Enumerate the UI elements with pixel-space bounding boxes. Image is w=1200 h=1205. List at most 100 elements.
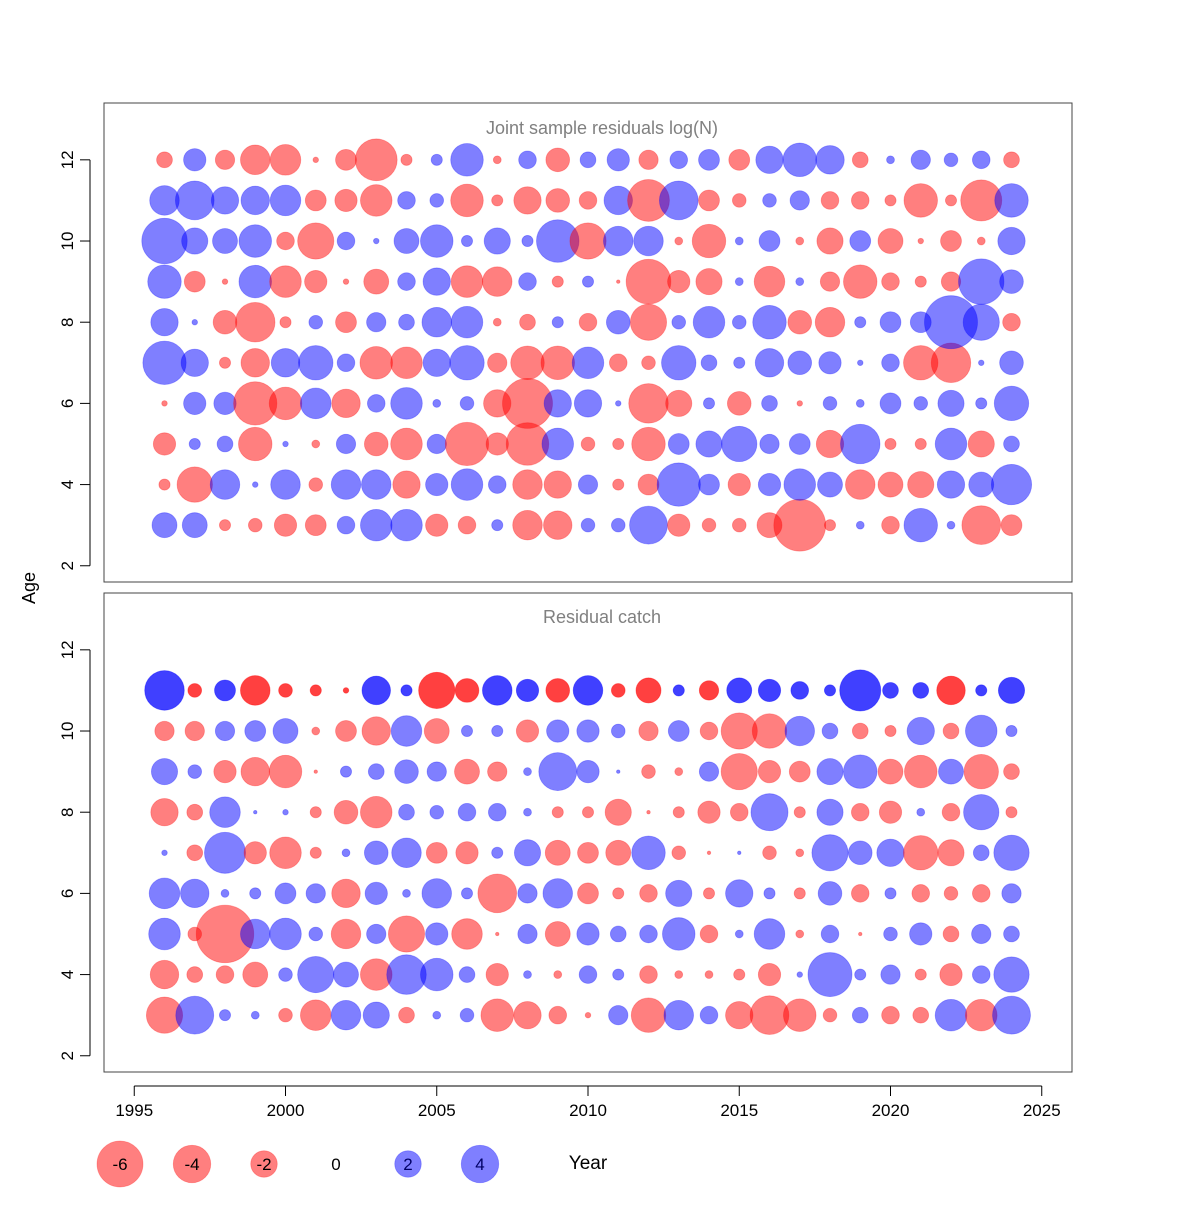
- bubble: [667, 433, 690, 455]
- bubble: [359, 346, 393, 380]
- bubble: [578, 191, 598, 210]
- bubble: [183, 391, 207, 415]
- bubble: [488, 802, 507, 822]
- bubble: [815, 145, 845, 175]
- bubble: [510, 345, 545, 380]
- bubble: [881, 272, 900, 291]
- bubble: [972, 150, 991, 170]
- bubble: [540, 345, 575, 380]
- bubble: [1005, 725, 1018, 738]
- bubble: [822, 396, 838, 411]
- bubble: [674, 236, 684, 246]
- bubble: [214, 720, 236, 742]
- bubble: [667, 513, 691, 537]
- bubble: [663, 999, 694, 1031]
- bubble: [820, 924, 840, 944]
- bubble: [482, 266, 513, 297]
- legend-bubble: [250, 1150, 278, 1178]
- bubble: [576, 760, 600, 784]
- legend-label: -6: [112, 1155, 127, 1174]
- bubble: [963, 794, 1000, 831]
- bubble: [725, 879, 754, 908]
- y-tick-label: 12: [58, 640, 77, 659]
- bubble: [704, 970, 714, 979]
- bubble: [572, 675, 604, 706]
- bubble: [603, 225, 634, 257]
- y-tick-label: 6: [58, 889, 77, 898]
- bubble: [174, 180, 215, 221]
- bubble: [390, 508, 423, 542]
- bubble: [331, 388, 361, 419]
- bubble: [759, 433, 780, 455]
- legend-bubble: [394, 1150, 422, 1178]
- bubble: [662, 917, 696, 951]
- y-axis-bottom: 2 4 6 8 10 12: [58, 640, 91, 1060]
- bubble: [646, 810, 651, 815]
- bubble: [878, 800, 903, 824]
- bubble: [811, 834, 849, 872]
- bubble: [219, 519, 231, 532]
- bubble: [491, 846, 504, 859]
- bubble: [390, 427, 423, 461]
- panel-joint-sample-residuals: Joint sample residuals log(N) 2 4 6 8 10 12: [58, 102, 1073, 583]
- bubble: [188, 437, 201, 450]
- bubble: [612, 437, 625, 450]
- bubble: [672, 806, 685, 819]
- bubble: [732, 193, 747, 208]
- bubble: [461, 725, 473, 738]
- bubble: [450, 265, 484, 298]
- bubble: [879, 311, 902, 334]
- bubble: [757, 962, 782, 987]
- bubble: [819, 271, 841, 292]
- bubble: [340, 765, 352, 778]
- bubble: [240, 675, 271, 706]
- bubble: [477, 873, 518, 914]
- bubble: [820, 191, 840, 210]
- legend-bubble: [96, 1140, 144, 1188]
- bubble: [817, 881, 843, 906]
- x-tick-label: 2015: [720, 1101, 758, 1120]
- bubble: [961, 505, 1002, 545]
- bubble: [523, 807, 532, 817]
- bubble: [253, 810, 258, 815]
- bubble: [457, 802, 477, 822]
- bubble: [943, 886, 959, 901]
- bubble: [309, 684, 322, 697]
- bubble: [492, 155, 502, 165]
- bubble: [300, 387, 332, 420]
- bubble: [1003, 763, 1020, 780]
- bubble: [997, 676, 1026, 704]
- bubble: [854, 316, 867, 329]
- bubble: [942, 925, 960, 943]
- bubble: [851, 1006, 869, 1024]
- bubble: [633, 225, 664, 257]
- bubble: [940, 271, 962, 292]
- bubble: [360, 184, 393, 217]
- bubble: [390, 715, 423, 747]
- bubble: [816, 798, 844, 826]
- bubble: [992, 995, 1031, 1035]
- bubble: [459, 396, 475, 411]
- bubble: [335, 148, 357, 171]
- bubble: [248, 517, 263, 533]
- bubble: [485, 962, 509, 987]
- bubble: [877, 471, 904, 498]
- bubble: [698, 148, 720, 171]
- bubble: [422, 348, 451, 377]
- bubble: [674, 970, 684, 979]
- bubble: [784, 715, 815, 747]
- bubble: [495, 931, 500, 937]
- bubble: [857, 359, 864, 366]
- bubble: [571, 346, 605, 380]
- bubble: [150, 798, 179, 827]
- bubble: [363, 431, 389, 457]
- bubble: [342, 278, 350, 285]
- bubble: [706, 850, 712, 855]
- bubble: [851, 191, 870, 210]
- bubble: [584, 1011, 592, 1019]
- bubble: [423, 718, 450, 744]
- bubble: [392, 470, 421, 499]
- bubble: [884, 437, 897, 450]
- bubble: [880, 964, 901, 985]
